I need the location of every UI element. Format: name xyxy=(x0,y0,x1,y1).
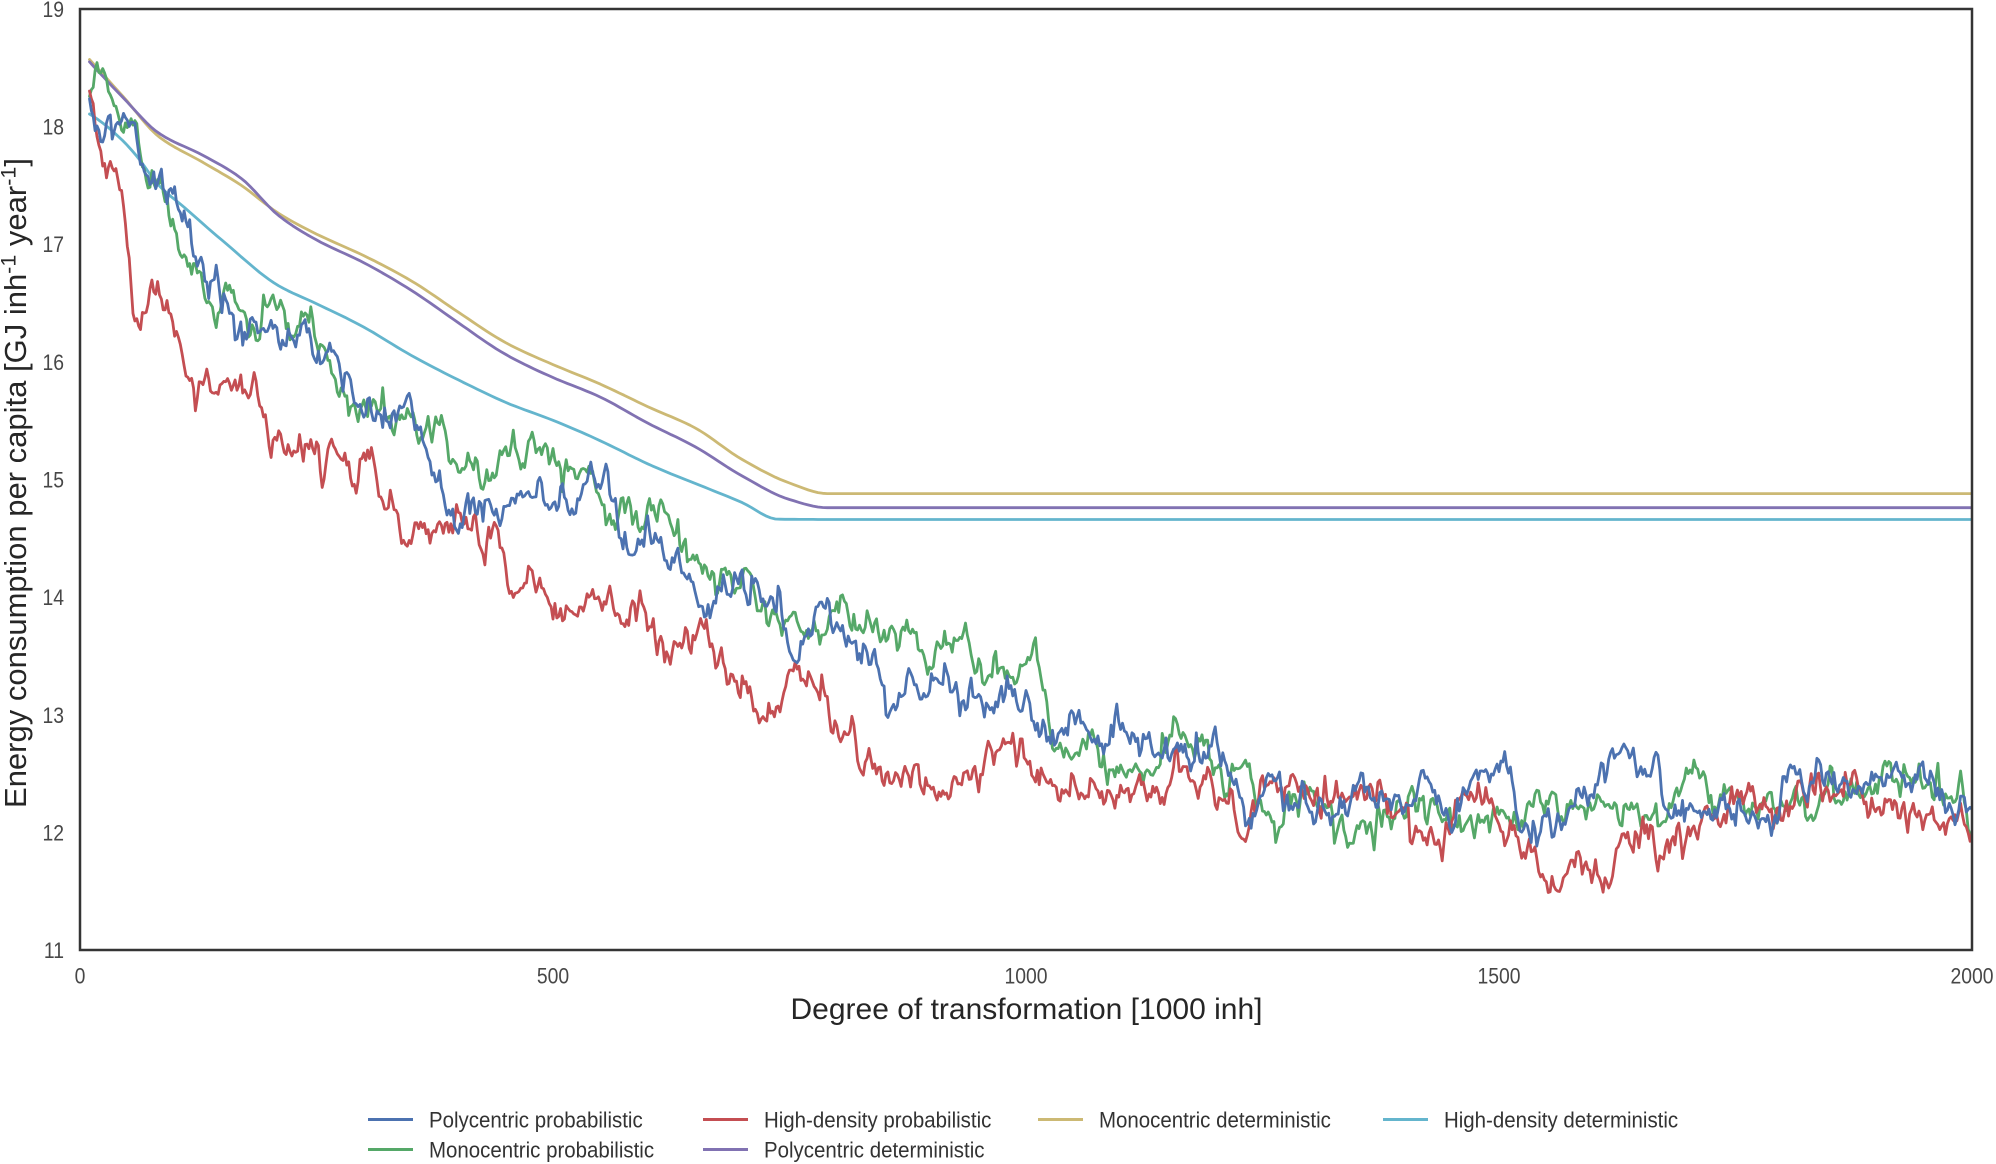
svg-text:Energy consumption per capita: Energy consumption per capita [GJ inh-1 … xyxy=(0,158,33,808)
svg-text:Monocentric probabilistic: Monocentric probabilistic xyxy=(429,1138,654,1163)
svg-text:13: 13 xyxy=(42,704,64,728)
svg-text:15: 15 xyxy=(42,468,64,492)
svg-text:High-density probabilistic: High-density probabilistic xyxy=(764,1108,992,1133)
svg-text:Polycentric deterministic: Polycentric deterministic xyxy=(764,1138,985,1163)
svg-text:High-density deterministic: High-density deterministic xyxy=(1444,1108,1679,1133)
svg-text:Monocentric deterministic: Monocentric deterministic xyxy=(1099,1108,1331,1133)
svg-text:14: 14 xyxy=(42,586,64,610)
svg-text:19: 19 xyxy=(42,0,64,22)
svg-text:12: 12 xyxy=(42,821,64,845)
svg-text:1500: 1500 xyxy=(1477,964,1520,988)
svg-text:16: 16 xyxy=(42,351,64,375)
svg-text:Degree of transformation [1000: Degree of transformation [1000 inh] xyxy=(791,993,1263,1026)
svg-text:2000: 2000 xyxy=(1950,964,1993,988)
svg-text:Polycentric probabilistic: Polycentric probabilistic xyxy=(429,1108,643,1133)
svg-text:17: 17 xyxy=(42,233,64,257)
svg-text:0: 0 xyxy=(75,964,86,988)
svg-text:18: 18 xyxy=(42,115,64,139)
svg-text:11: 11 xyxy=(44,939,64,963)
svg-text:1000: 1000 xyxy=(1004,964,1047,988)
svg-text:500: 500 xyxy=(537,964,569,988)
